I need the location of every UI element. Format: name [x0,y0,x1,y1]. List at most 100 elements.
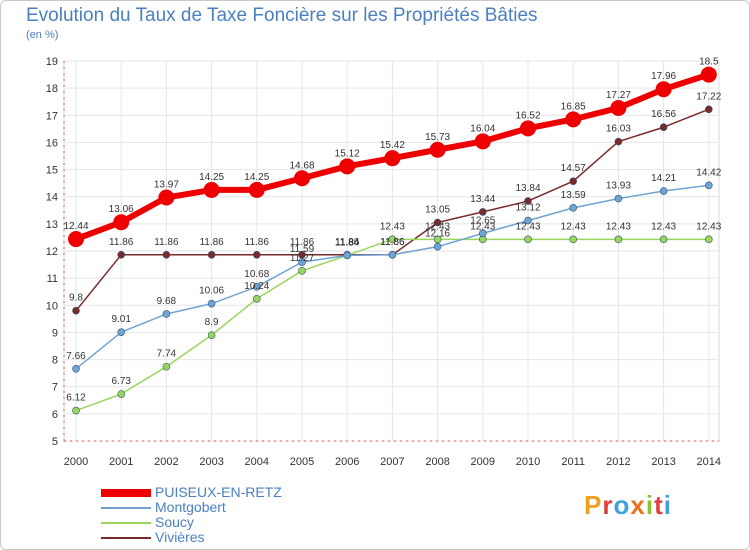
y-tick-label: 16 [46,137,58,149]
y-tick-label: 7 [52,382,58,394]
data-label: 9.01 [111,314,131,325]
data-label: 13.06 [109,204,134,215]
data-point [72,364,80,373]
data-label: 12.43 [696,221,721,232]
data-point [433,242,442,251]
x-tick-label: 2012 [606,456,630,468]
proxiti-logo: Proxiti [584,490,672,520]
y-tick-label: 14 [46,192,58,204]
data-label: 9.68 [157,296,177,307]
data-point [72,306,80,315]
data-point [659,187,668,195]
chart-title: Evolution du Taux de Taxe Foncière sur l… [26,5,538,26]
data-point [700,66,717,83]
data-point [117,328,125,336]
data-point [388,235,397,244]
data-point [298,251,306,259]
data-point [298,267,306,275]
data-point [388,251,397,259]
data-point [207,299,216,308]
data-label: 14.57 [561,163,586,174]
data-point [704,181,713,190]
data-label: 15.12 [335,148,360,159]
data-label: 13.05 [425,205,450,216]
legend-label: Montgobert [155,499,226,515]
data-point [433,218,442,227]
x-tick-label: 2007 [380,456,404,468]
data-point [203,181,220,198]
data-label: 16.56 [651,109,676,120]
data-point [117,251,125,259]
data-point [207,251,216,259]
data-label: 16.85 [561,101,586,112]
data-label: 15.73 [425,132,450,143]
data-point [478,229,487,238]
data-point [614,235,623,244]
data-point [253,283,261,291]
data-label: 11.86 [380,237,405,248]
data-label: 17.96 [651,71,676,82]
data-label: 14.25 [199,172,224,183]
data-label: 11.86 [245,237,270,248]
y-tick-label: 19 [46,56,58,68]
data-point [478,208,487,216]
y-tick-label: 17 [46,110,58,122]
data-point [520,120,536,137]
y-tick-label: 12 [46,246,58,258]
data-label: 9.8 [69,293,83,304]
data-label: 11.86 [290,237,315,248]
data-label: 14.21 [651,173,676,184]
data-point [704,235,713,244]
data-label: 11.86 [199,237,224,248]
data-label: 6.12 [66,393,86,404]
data-label: 12.65 [470,215,495,226]
data-point [207,331,216,339]
legend-swatch [101,537,151,539]
data-label: 12.43 [606,221,631,232]
data-label: 13.93 [606,181,631,192]
data-point [433,235,442,244]
y-tick-label: 5 [52,436,58,448]
data-point [158,189,175,206]
x-tick-label: 2014 [697,456,721,468]
data-point [524,216,532,225]
x-tick-label: 2010 [516,456,540,468]
data-label: 17.27 [606,90,631,101]
data-point [162,310,171,318]
data-point [343,251,352,260]
x-tick-label: 2009 [471,456,495,468]
data-label: 11.86 [335,237,360,248]
data-point [614,194,623,203]
data-label: 11.86 [380,237,405,248]
x-tick-label: 2006 [335,456,359,468]
data-point [162,362,171,371]
data-label: 14.42 [696,167,721,178]
data-label: 10.68 [244,269,269,280]
legend-label: Soucy [155,514,194,530]
data-point [610,99,627,116]
data-point [72,406,80,415]
data-label: 13.59 [561,190,586,201]
data-label: 13.84 [515,183,540,194]
x-tick-label: 2003 [199,456,223,468]
y-tick-label: 11 [47,273,58,285]
data-point [614,137,623,146]
data-label: 12.43 [380,221,405,232]
legend-label: Vivières [155,529,205,545]
data-label: 18.5 [699,57,719,68]
data-label: 6.73 [111,376,131,387]
data-label: 7.66 [66,351,86,362]
data-label: 10.24 [244,281,269,292]
unit-label: (en %) [26,29,59,41]
data-point [384,150,401,167]
data-point [253,251,261,259]
x-tick-label: 2004 [245,456,269,468]
data-point [524,197,532,205]
data-label: 11.59 [290,244,315,255]
data-label: 8.9 [205,317,219,328]
data-label: 16.03 [606,124,631,135]
data-label: 12.44 [63,221,88,232]
data-point [569,204,578,212]
